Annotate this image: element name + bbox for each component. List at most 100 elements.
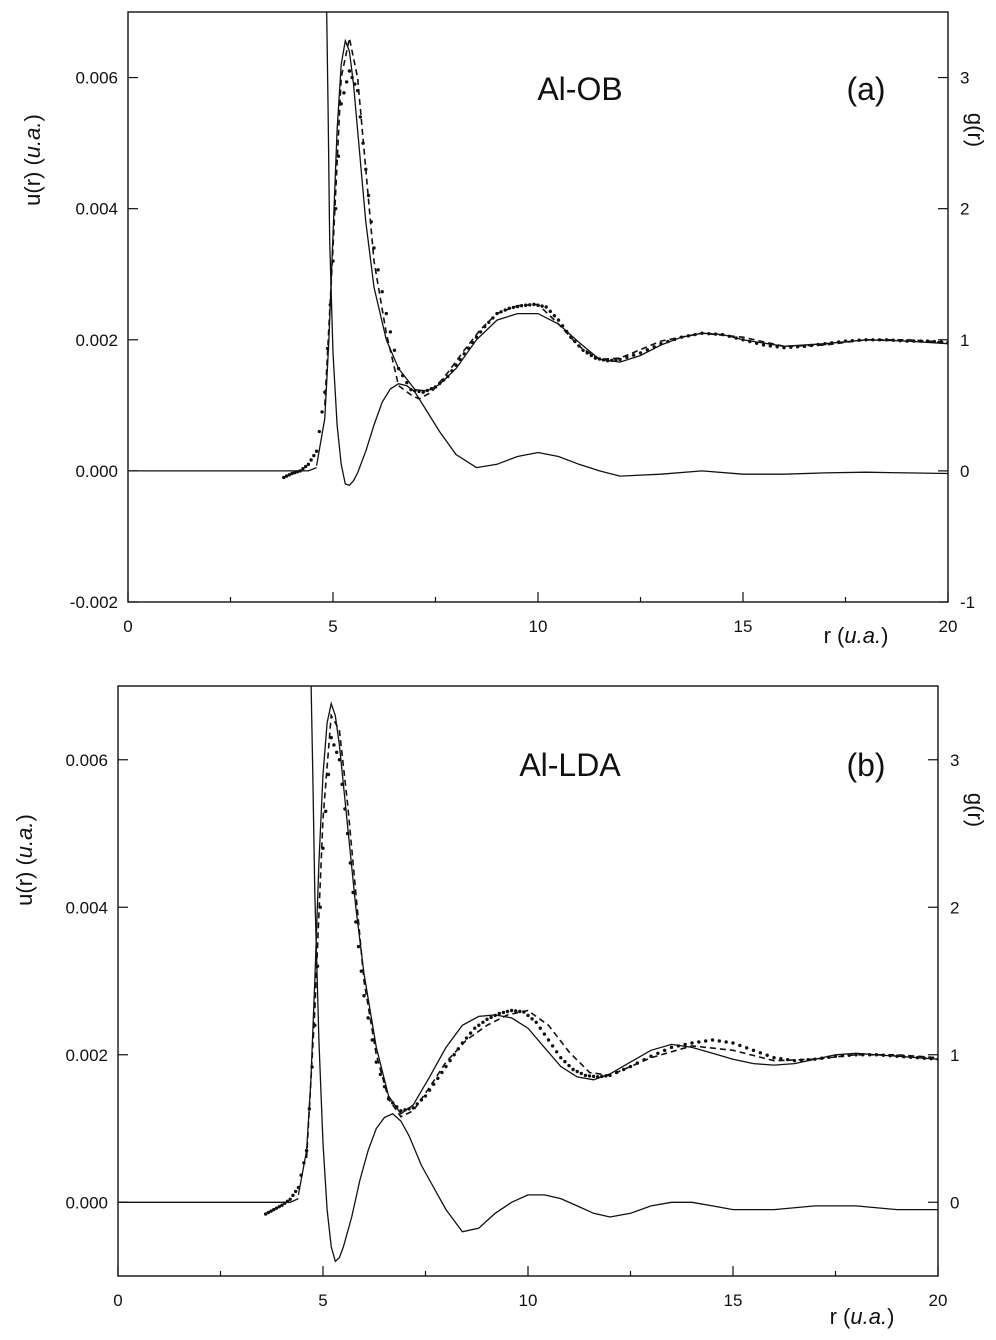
panel-b-data-point xyxy=(656,1051,660,1055)
panel-b-y-left-label-close: ) xyxy=(12,814,37,821)
panel-b-ticks: 0 5 10 15 20 0.000 0.002 0.004 0.006 0 1 2 3 xyxy=(65,751,959,1310)
panel-b-data-point xyxy=(318,905,322,909)
panel-b-data-point xyxy=(337,758,342,762)
panel-b-data-point xyxy=(571,1067,575,1072)
panel-a-data-point xyxy=(483,324,487,329)
panel-a-data-point xyxy=(597,357,602,361)
panel-b-data-point xyxy=(596,1075,600,1079)
panel-a-data-point xyxy=(384,311,388,316)
panel-b-y-right-label: g(r) xyxy=(963,793,988,827)
panel-a-data-point xyxy=(515,304,520,309)
panel-a-data-point xyxy=(417,389,421,394)
panel-a-data-point xyxy=(727,334,732,338)
panel-b-x-label-close: ) xyxy=(887,1304,894,1329)
panel-a-data-point xyxy=(645,348,650,352)
panel-a-data-point xyxy=(693,332,697,337)
panel-a-data-point xyxy=(303,464,308,469)
panel-b-x-tick-label: 20 xyxy=(929,1291,948,1310)
panel-b-data-point xyxy=(343,807,347,811)
panel-b-data-point xyxy=(274,1206,279,1210)
panel-a-data-point xyxy=(433,385,438,389)
panel-a-data-point xyxy=(932,339,937,344)
panel-b-data-point xyxy=(522,1010,526,1014)
panel-b-x-label-italic: u.a. xyxy=(850,1304,887,1329)
panel-a-data-point xyxy=(864,338,868,342)
panel-b-data-point xyxy=(587,1074,592,1078)
panel-a-data-point xyxy=(606,359,610,363)
panel-a-data-point xyxy=(610,358,614,363)
panel-b-data-point xyxy=(908,1055,913,1059)
panel-a-data-point xyxy=(877,338,882,342)
panel-b-data-point xyxy=(362,994,366,998)
panel-a-data-point xyxy=(789,345,793,349)
panel-a-data-point xyxy=(802,344,807,349)
panel-b-data-point xyxy=(324,809,328,814)
panel-b-data-point xyxy=(559,1056,563,1060)
panel-a-x-tick-label: 15 xyxy=(734,617,753,636)
panel-b-data-point xyxy=(881,1053,886,1057)
panel-a-y-right-tick-label: 0 xyxy=(960,462,969,481)
panel-a-data-point xyxy=(290,471,294,476)
panel-b-data-point xyxy=(359,969,363,973)
panel-a-data-point xyxy=(421,390,425,394)
panel-b-data-point xyxy=(310,1065,314,1069)
panel-b-y-right-tick-label: 3 xyxy=(950,751,959,770)
panel-b-data-point xyxy=(772,1056,776,1060)
panel-a-data-point xyxy=(857,338,861,342)
panel-b-data-point xyxy=(315,964,320,968)
panel-a-solid-series-u xyxy=(128,466,317,472)
panel-a-data-point xyxy=(401,373,405,378)
panel-a-data-point xyxy=(912,339,916,343)
panel-b-data-point xyxy=(448,1058,452,1063)
panel-b-data-point xyxy=(326,772,331,777)
panel-a-data-point xyxy=(369,220,373,224)
panel-a-y-right-tick-label: 1 xyxy=(960,331,969,350)
panel-b-data-point xyxy=(415,1102,419,1106)
panel-a-x-tick-label: 10 xyxy=(529,617,548,636)
panel-a-data-point xyxy=(376,268,380,272)
panel-b-data-point xyxy=(456,1047,460,1051)
panel-b-data-point xyxy=(591,1074,596,1079)
panel-a-data-point xyxy=(871,338,875,342)
panel-b-data-point xyxy=(266,1210,271,1215)
panel-b-data-point xyxy=(608,1073,612,1078)
panel-b-data-point xyxy=(370,1038,374,1042)
panel-b-data-point xyxy=(348,861,353,865)
panel-a-data-point xyxy=(905,339,909,343)
panel-a-data-point xyxy=(487,320,491,324)
panel-a-data-point xyxy=(474,335,479,339)
panel-b-data-point xyxy=(440,1070,444,1075)
panel-b-data-point xyxy=(563,1059,567,1064)
panel-b-data-point xyxy=(758,1051,763,1055)
panel-b-data-point xyxy=(399,1109,403,1113)
panel-a-data-point xyxy=(442,378,446,382)
panel-a-data-point xyxy=(511,305,516,310)
panel-b-y-left-tick-label: 0.006 xyxy=(65,751,108,770)
panel-b-data-point xyxy=(555,1050,559,1054)
panel-b-plot-area xyxy=(118,686,938,1263)
panel-b-data-point xyxy=(378,1072,383,1077)
panel-b-x-label: r (u.a.) xyxy=(830,1304,895,1329)
panel-a-data-point xyxy=(413,388,417,393)
panel-a-data-point xyxy=(309,458,313,462)
panel-b-data-point xyxy=(283,1201,287,1205)
panel-a-data-point xyxy=(355,88,360,93)
panel-b-title: Al-LDA xyxy=(519,747,621,783)
panel-a-data-point xyxy=(325,346,330,351)
panel-b-data-point xyxy=(460,1041,465,1045)
panel-a-data-point xyxy=(528,303,532,307)
panel-b-x-tick-label: 10 xyxy=(519,1291,538,1310)
panel-b-data-point xyxy=(293,1189,298,1194)
panel-b-dashed-series-g xyxy=(305,712,938,1159)
panel-b-data-point xyxy=(744,1046,749,1050)
panel-a-data-point xyxy=(593,356,598,360)
panel-b-data-point xyxy=(779,1056,783,1061)
panel-b-data-point xyxy=(710,1038,715,1042)
panel-b-y-left-tick-label: 0.004 xyxy=(65,898,108,917)
panel-a-data-point xyxy=(625,355,629,359)
panel-b-data-point xyxy=(575,1069,579,1074)
panel-b-data-point xyxy=(867,1053,872,1057)
panel-a-data-point xyxy=(666,339,670,344)
panel-a-data-point xyxy=(320,410,324,414)
panel-b-data-point xyxy=(538,1026,542,1030)
